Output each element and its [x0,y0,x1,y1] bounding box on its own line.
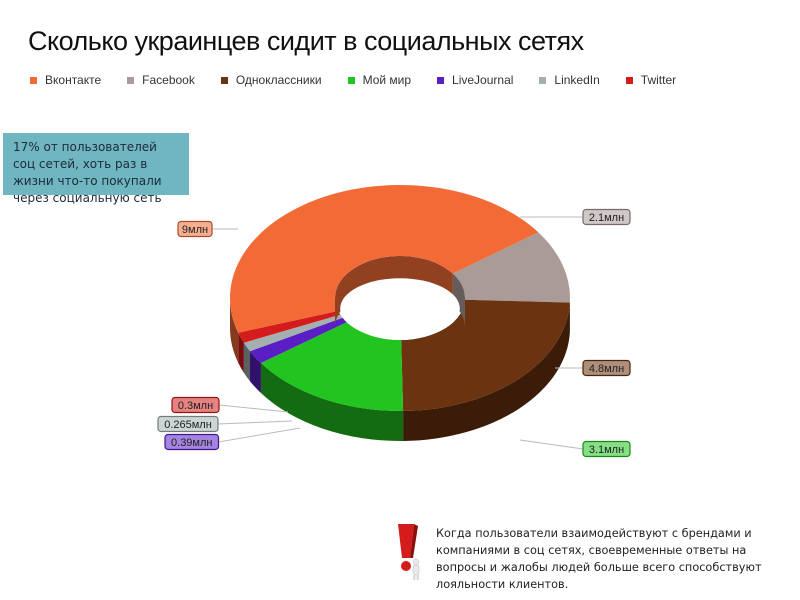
slice-Twitter [238,310,341,343]
slice-side-3 [260,363,404,441]
data-label-box [582,208,631,226]
legend-swatch [127,76,135,84]
legend-item: LinkedIn [539,73,600,87]
data-label-box [177,220,213,238]
donut-side-walls [230,298,570,441]
legend-label: Facebook [142,73,195,87]
legend-swatch [625,76,633,84]
data-label-box [582,359,631,377]
legend-label: LiveJournal [452,73,514,87]
donut-top [230,185,570,411]
legend-label: Вконтакте [45,73,102,87]
legend-item: Одноклассники [220,73,322,87]
legend-item: Facebook [127,73,195,87]
data-label: 3.1млн [589,444,624,456]
slice-side-0 [230,298,239,363]
label-leader [519,439,584,450]
legend-swatch [30,76,37,84]
legend-label: LinkedIn [554,73,600,87]
data-label: 0.265млн [164,419,212,431]
legend-swatch [347,76,355,84]
slice-side-2 [403,302,570,441]
legend-item: LiveJournal [437,73,513,87]
slice-LiveJournal [250,317,347,364]
label-leader [218,427,301,443]
chart-title: Сколько украинцев сидит в социальных сет… [28,26,584,56]
data-label-box [157,415,219,433]
donut-hole-wall [335,256,465,328]
donut-hole-floor [340,278,460,339]
data-label: 9млн [182,224,208,236]
slice-hole-1 [452,273,465,328]
data-label-box [582,440,631,458]
data-label: 0.39млн [171,437,212,449]
exclamation-figure-icon [398,524,420,580]
legend-swatch [539,76,547,84]
legend-swatch [220,76,228,84]
data-label: 0.3млн [178,400,213,412]
slice-hole-0 [335,256,453,328]
slice-side-4 [250,351,261,394]
legend-swatch [437,76,445,84]
data-label-box [171,396,220,414]
legend-label: Twitter [640,73,677,87]
slice-LinkedIn [243,314,343,352]
purchase-note: 17% от пользователей соц сетей, хоть раз… [3,133,189,205]
slice-side-6 [238,332,244,373]
data-label: 2.1млн [589,212,624,224]
slice-Мой мир [260,322,404,411]
data-label: 4.8млн [589,363,624,375]
data-label-box [164,433,220,451]
data-labels: 9млн 2.1млн 4.8млн 3.1млн 0.39млн 0.265млн 0.3… [157,208,631,458]
slice-Facebook [452,232,570,303]
legend-item: Twitter [625,73,677,87]
slice-Одноклассники [401,299,570,411]
legend-label: Мой мир [362,73,412,87]
loyalty-note: Когда пользователи взаимодействуют с бре… [436,527,762,591]
legend-item: Вконтакте [30,73,101,87]
slice-side-5 [243,342,251,382]
legend-label: Одноклассники [235,73,322,87]
label-leader [217,420,293,425]
legend-item: Мой мир [347,73,412,87]
chart-legend: Вконтакте Facebook Одноклассники Мой мир Liv… [30,73,702,87]
label-leader [218,404,289,413]
slice-Вконтакте [230,185,539,333]
